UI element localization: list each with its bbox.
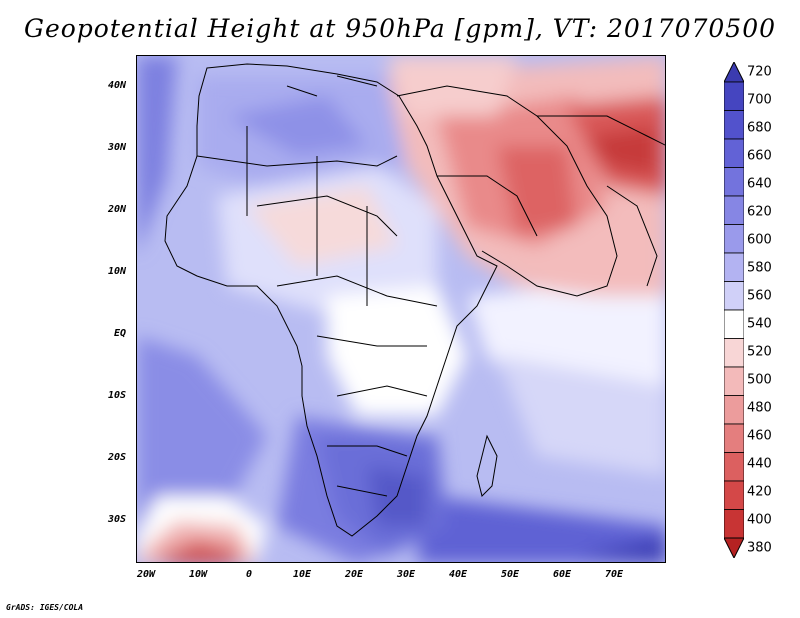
colorbar-label: 560 <box>747 288 772 304</box>
coastlines <box>164 63 665 537</box>
colorbar-label: 720 <box>747 64 772 80</box>
lon-label: 10W <box>188 569 208 580</box>
lat-label: EQ <box>113 328 126 339</box>
lon-label: 60E <box>552 569 572 580</box>
colorbar-swatch <box>724 423 744 453</box>
lat-label: 40N <box>107 80 126 91</box>
colorbar-label: 400 <box>747 512 772 528</box>
colorbar-swatch <box>724 395 744 425</box>
colorbar-label: 700 <box>747 92 772 108</box>
colorbar-swatch <box>724 81 744 111</box>
map-canvas <box>137 56 665 562</box>
colorbar-swatch <box>724 509 744 539</box>
colorbar-label: 440 <box>747 456 772 472</box>
colorbar-swatch <box>724 480 744 510</box>
colorbar-swatch <box>724 252 744 282</box>
colorbar-label: 420 <box>747 484 772 500</box>
lon-label: 70E <box>604 569 624 580</box>
lon-label: 30E <box>396 569 416 580</box>
colorbar-label: 680 <box>747 120 772 136</box>
colorbar-label: 500 <box>747 372 772 388</box>
colorbar <box>724 62 744 558</box>
colorbar-label: 480 <box>747 400 772 416</box>
colorbar-label: 660 <box>747 148 772 164</box>
colorbar-label: 580 <box>747 260 772 276</box>
lat-label: 10N <box>107 266 126 277</box>
credit-label: GrADS: IGES/COLA <box>6 603 84 612</box>
colorbar-label: 540 <box>747 316 772 332</box>
colorbar-swatch <box>724 281 744 311</box>
colorbar-bottom-triangle <box>724 537 744 558</box>
contour-fill-layer <box>137 56 665 562</box>
colorbar-swatch <box>724 110 744 140</box>
colorbar-swatch <box>724 338 744 368</box>
lon-label: 0 <box>245 569 253 580</box>
lon-label: 50E <box>500 569 520 580</box>
colorbar-label: 520 <box>747 344 772 360</box>
page-title: Geopotential Height at 950hPa [gpm], VT:… <box>23 14 777 43</box>
colorbar-label: 640 <box>747 176 772 192</box>
colorbar-swatch <box>724 452 744 482</box>
map-panel <box>136 55 666 563</box>
colorbar-swatch <box>724 224 744 254</box>
lon-label: 40E <box>448 569 468 580</box>
colorbar-swatch <box>724 309 744 339</box>
colorbar-label: 600 <box>747 232 772 248</box>
colorbar-swatch <box>724 138 744 168</box>
lat-label: 30N <box>107 142 126 153</box>
lon-label: 20E <box>344 569 364 580</box>
lon-label: 10E <box>292 569 312 580</box>
colorbar-swatch <box>724 195 744 225</box>
colorbar-swatch <box>724 167 744 197</box>
colorbar-swatch <box>724 366 744 396</box>
lat-label: 10S <box>107 390 126 401</box>
colorbar-label: 380 <box>747 540 772 556</box>
colorbar-label: 620 <box>747 204 772 220</box>
lon-label: 20W <box>136 569 156 580</box>
colorbar-label: 460 <box>747 428 772 444</box>
lat-label: 20S <box>107 452 126 463</box>
lat-label: 30S <box>107 514 126 525</box>
lat-label: 20N <box>107 204 126 215</box>
colorbar-top-triangle <box>724 62 744 83</box>
